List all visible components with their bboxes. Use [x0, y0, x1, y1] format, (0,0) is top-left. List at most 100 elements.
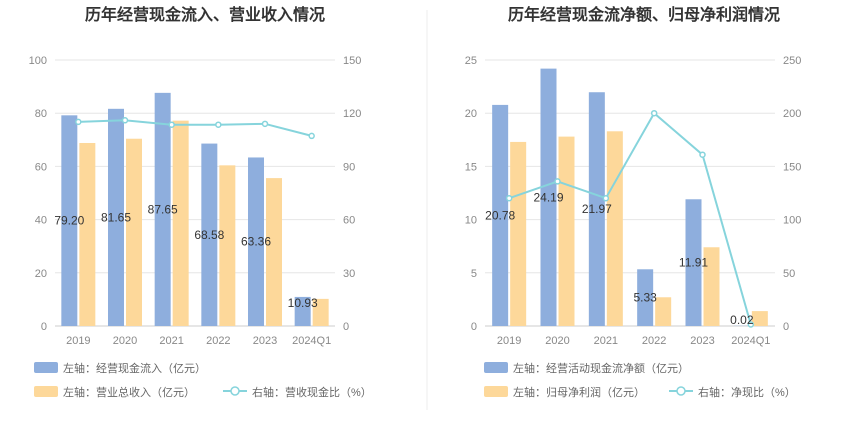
right-bar-secondary [703, 247, 720, 326]
left-bar-primary [201, 143, 218, 326]
right-right-axis-tick: 100 [783, 215, 801, 227]
right-legend-swatch [484, 386, 508, 397]
right-legend-label-net-profit: 左轴：归母净利润（亿元） [513, 385, 645, 399]
left-bar-data-label: 79.20 [54, 214, 84, 228]
right-left-axis-tick: 15 [465, 161, 477, 173]
left-legend-point [230, 386, 240, 396]
left-legend-label-ratio: 右轴：营收现金比（%） [252, 385, 372, 399]
left-x-axis-tick: 2024Q1 [292, 335, 331, 347]
left-right-axis-tick: 30 [343, 268, 355, 280]
left-x-axis-tick: 2022 [206, 335, 230, 347]
right-right-axis-tick: 250 [783, 55, 801, 67]
right-legend-swatch [484, 362, 508, 373]
right-ratio-point [602, 194, 610, 202]
right-x-axis-tick: 2023 [690, 335, 714, 347]
left-bar-data-label: 10.93 [288, 296, 318, 310]
left-right-axis-tick: 90 [343, 161, 355, 173]
right-x-axis-tick: 2024Q1 [731, 335, 770, 347]
left-bar-data-label: 81.65 [101, 210, 131, 224]
left-right-axis-tick: 60 [343, 215, 355, 227]
right-ratio-point [747, 321, 755, 328]
right-x-axis-tick: 2019 [497, 335, 521, 347]
right-x-axis-tick: 2020 [545, 335, 569, 347]
left-ratio-point [215, 121, 222, 128]
right-bar-primary [540, 68, 557, 326]
left-left-axis-tick: 0 [41, 321, 47, 333]
left-legend-label-inflow: 左轴：经营现金流入（亿元） [63, 361, 206, 375]
right-bar-secondary [558, 136, 575, 326]
left-bar-secondary [79, 142, 96, 326]
left-left-axis-tick: 40 [35, 215, 47, 227]
right-bar-primary [588, 92, 605, 326]
left-left-axis-tick: 60 [35, 161, 47, 173]
right-bar-primary [492, 104, 509, 326]
right-x-axis-tick: 2022 [642, 335, 666, 347]
right-x-axis-tick: 2021 [594, 335, 618, 347]
left-x-axis-tick: 2020 [113, 335, 137, 347]
right-right-axis-tick: 50 [783, 268, 795, 280]
right-legend-label-net-cash: 左轴：经营活动现金流净额（亿元） [513, 361, 689, 375]
right-left-axis-tick: 5 [471, 268, 477, 280]
right-ratio-point [650, 109, 658, 117]
right-left-axis-tick: 0 [471, 321, 477, 333]
right-ratio-point [505, 194, 513, 202]
left-bar-secondary [312, 298, 329, 326]
left-ratio-point [168, 121, 175, 128]
left-ratio-point [261, 120, 269, 128]
right-legend-point [676, 386, 686, 396]
left-bar-secondary [219, 165, 236, 326]
left-bar-primary [108, 108, 124, 326]
right-right-axis-tick: 150 [783, 161, 801, 173]
right-legend-label-ratio: 右轴：净现比（%） [698, 385, 796, 399]
right-bar-secondary [655, 297, 672, 326]
right-bar-data-label: 21.97 [582, 202, 612, 216]
left-x-axis-tick: 2019 [66, 335, 90, 347]
right-ratio-point [699, 151, 706, 158]
left-bar-primary [154, 92, 171, 326]
left-x-axis-tick: 2021 [159, 335, 183, 347]
left-ratio-point [308, 132, 315, 140]
right-bar-secondary [606, 131, 623, 326]
right-left-axis-tick: 10 [465, 215, 477, 227]
left-ratio-point [75, 118, 82, 126]
right-bar-primary [685, 199, 702, 326]
right-bar-data-label: 24.19 [533, 190, 563, 204]
left-bar-primary [248, 157, 264, 326]
left-legend-swatch [34, 386, 58, 397]
right-bar-secondary [751, 311, 768, 326]
right-bar-data-label: 20.78 [485, 208, 515, 222]
right-bar-secondary [510, 141, 527, 326]
right-ratio-line [508, 111, 752, 325]
left-x-axis-tick: 2023 [253, 335, 277, 347]
left-left-axis-tick: 100 [29, 55, 47, 67]
left-left-axis-tick: 80 [35, 108, 47, 120]
right-right-axis-tick: 200 [783, 108, 801, 120]
left-ratio-point [121, 117, 129, 124]
left-bar-secondary [126, 138, 142, 326]
right-right-axis-tick: 0 [783, 321, 789, 333]
left-chart-title: 历年经营现金流入、营业收入情况 [85, 5, 325, 24]
left-bar-data-label: 87.65 [148, 202, 178, 216]
left-right-axis-tick: 150 [343, 55, 361, 67]
left-ratio-line [78, 119, 312, 137]
left-bar-primary [61, 115, 78, 326]
left-bar-data-label: 68.58 [194, 228, 224, 242]
right-ratio-point [554, 178, 561, 185]
right-bar-primary [637, 269, 654, 326]
left-legend-label-revenue: 左轴：营业总收入（亿元） [63, 385, 195, 399]
right-bar-data-label: 11.91 [679, 256, 708, 270]
left-right-axis-tick: 120 [343, 108, 361, 120]
right-left-axis-tick: 25 [465, 55, 477, 67]
left-right-axis-tick: 0 [343, 321, 349, 333]
right-left-axis-tick: 20 [465, 108, 477, 120]
left-bar-data-label: 63.36 [241, 235, 271, 249]
left-bar-secondary [266, 178, 282, 326]
left-legend-swatch [34, 362, 58, 373]
left-bar-secondary [172, 120, 189, 326]
left-left-axis-tick: 20 [35, 268, 47, 280]
left-bar-primary [294, 296, 311, 326]
right-chart-title: 历年经营现金流净额、归母净利润情况 [508, 5, 780, 24]
